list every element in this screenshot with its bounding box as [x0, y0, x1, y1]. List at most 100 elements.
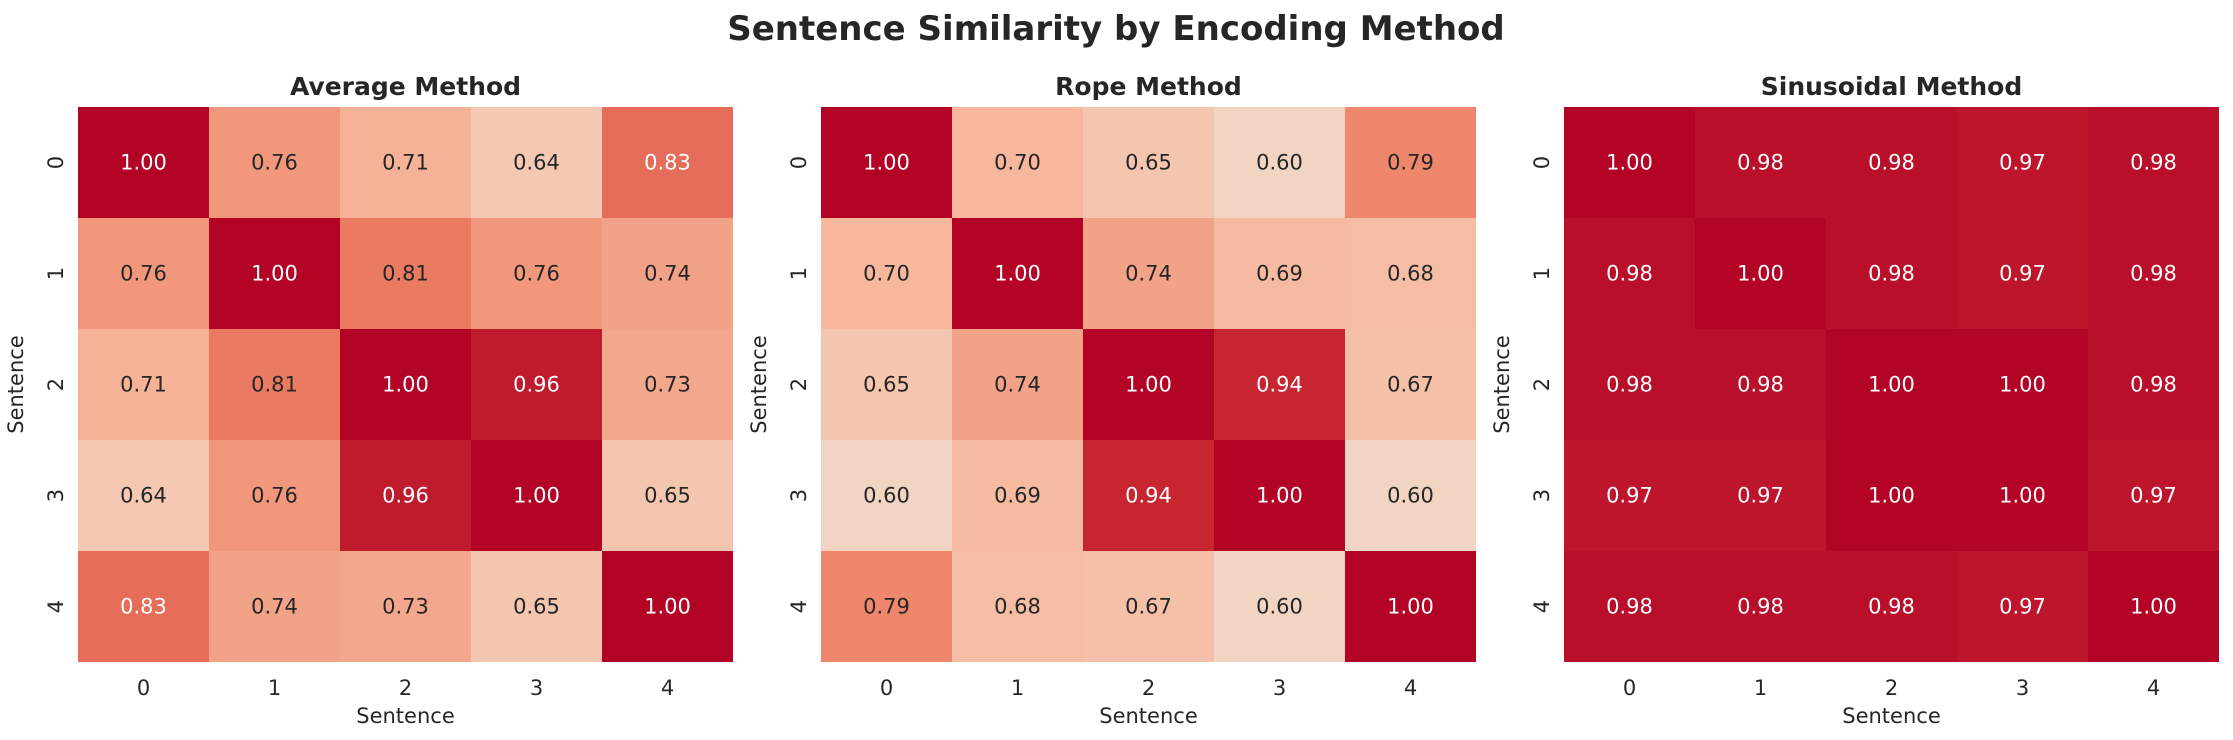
heatmap-cell: [1564, 218, 1695, 329]
heatmap-cell: [1826, 107, 1957, 218]
heatmap-cell: [1083, 107, 1214, 218]
cell-value-label: 0.73: [382, 595, 429, 619]
heatmap-panel-1: Rope Method 1.00 0.70 0.65 0.60 0.79 0.70 1.00 0…: [747, 72, 1476, 728]
x-axis-label: Sentence: [1842, 704, 1941, 728]
heatmap-cell: [1957, 218, 2088, 329]
heatmap-cell: [1345, 329, 1476, 440]
x-tick-label: 2: [1142, 676, 1155, 700]
y-tick-label: 3: [1530, 489, 1554, 502]
y-tick-label: 3: [44, 489, 68, 502]
cell-value-label: 1.00: [1606, 151, 1653, 175]
cell-value-label: 1.00: [1256, 484, 1303, 508]
cell-value-label: 0.97: [1999, 151, 2046, 175]
heatmap-cell: [1957, 107, 2088, 218]
cell-value-label: 0.65: [513, 595, 560, 619]
heatmap-cell: [471, 107, 602, 218]
cell-value-label: 0.76: [513, 262, 560, 286]
heatmap-cell: [821, 218, 952, 329]
heatmap-cell: [821, 329, 952, 440]
cell-value-label: 0.98: [1606, 262, 1653, 286]
heatmap-cell: [78, 329, 209, 440]
x-tick-label: 1: [1011, 676, 1024, 700]
cell-value-label: 1.00: [1387, 595, 1434, 619]
heatmap-cell: [1345, 218, 1476, 329]
cell-value-label: 0.74: [251, 595, 298, 619]
x-tick-label: 4: [2147, 676, 2160, 700]
heatmap-cell: [1083, 551, 1214, 662]
heatmap-cell: [2088, 218, 2219, 329]
heatmap-cell: [340, 551, 471, 662]
cell-value-label: 1.00: [994, 262, 1041, 286]
heatmap-cell: [340, 107, 471, 218]
cell-value-label: 0.96: [513, 373, 560, 397]
heatmap-cell: [1345, 107, 1476, 218]
cell-value-label: 0.98: [2130, 262, 2177, 286]
heatmap-cell: [1564, 551, 1695, 662]
y-tick-label: 1: [787, 267, 811, 280]
cell-value-label: 1.00: [2130, 595, 2177, 619]
cell-value-label: 0.94: [1125, 484, 1172, 508]
heatmap-cell: [1345, 551, 1476, 662]
heatmap-cell: [952, 551, 1083, 662]
panel-title: Sinusoidal Method: [1761, 72, 2023, 101]
cell-value-label: 0.71: [382, 151, 429, 175]
cell-value-label: 0.98: [1737, 373, 1784, 397]
heatmap-cell: [78, 440, 209, 551]
cell-value-label: 0.70: [863, 262, 910, 286]
x-tick-label: 4: [1404, 676, 1417, 700]
heatmap-cell: [1564, 440, 1695, 551]
y-tick-label: 4: [787, 600, 811, 613]
cell-value-label: 0.65: [644, 484, 691, 508]
y-axis-label: Sentence: [4, 335, 28, 434]
x-axis-label: Sentence: [1099, 704, 1198, 728]
heatmap-cell: [821, 551, 952, 662]
heatmap-cell: [1214, 218, 1345, 329]
heatmap-cell: [1695, 107, 1826, 218]
heatmap-cell: [340, 218, 471, 329]
heatmap-cell: [471, 440, 602, 551]
cell-value-label: 0.76: [251, 484, 298, 508]
heatmap-cell: [1214, 551, 1345, 662]
heatmap-cell: [1826, 218, 1957, 329]
heatmap-cell: [1957, 329, 2088, 440]
cell-value-label: 0.64: [513, 151, 560, 175]
heatmap-cell: [340, 440, 471, 551]
x-tick-label: 2: [1885, 676, 1898, 700]
y-tick-label: 4: [44, 600, 68, 613]
y-axis-label: Sentence: [747, 335, 771, 434]
heatmap-cell: [602, 440, 733, 551]
heatmap-cell: [1695, 329, 1826, 440]
cell-value-label: 1.00: [120, 151, 167, 175]
cell-value-label: 0.67: [1125, 595, 1172, 619]
panel-title: Rope Method: [1055, 72, 1242, 101]
y-tick-label: 4: [1530, 600, 1554, 613]
cell-value-label: 1.00: [1868, 373, 1915, 397]
cell-value-label: 0.97: [1999, 595, 2046, 619]
heatmap-cell: [1214, 329, 1345, 440]
cell-value-label: 0.98: [1737, 595, 1784, 619]
cell-value-label: 0.98: [2130, 151, 2177, 175]
cell-value-label: 1.00: [251, 262, 298, 286]
x-axis-label: Sentence: [356, 704, 455, 728]
heatmap-cell: [209, 218, 340, 329]
cell-value-label: 1.00: [863, 151, 910, 175]
cell-value-label: 0.65: [1125, 151, 1172, 175]
x-tick-label: 1: [268, 676, 281, 700]
heatmap-cell: [1695, 440, 1826, 551]
heatmap-cell: [821, 440, 952, 551]
heatmap-cell: [602, 107, 733, 218]
x-tick-label: 3: [2016, 676, 2029, 700]
heatmap-cell: [209, 329, 340, 440]
cell-value-label: 0.83: [120, 595, 167, 619]
cell-value-label: 0.74: [994, 373, 1041, 397]
cell-value-label: 0.81: [382, 262, 429, 286]
cell-value-label: 1.00: [1737, 262, 1784, 286]
cell-value-label: 0.98: [1606, 595, 1653, 619]
heatmap-cell: [1957, 551, 2088, 662]
heatmap-cell: [2088, 440, 2219, 551]
heatmap-cell: [1957, 440, 2088, 551]
heatmap-cell: [1083, 329, 1214, 440]
heatmap-cell: [78, 218, 209, 329]
heatmap-cell: [952, 218, 1083, 329]
